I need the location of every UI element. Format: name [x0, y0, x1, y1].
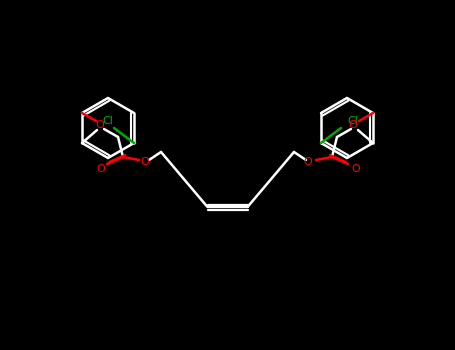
- Text: Cl: Cl: [102, 116, 113, 126]
- Text: Cl: Cl: [348, 116, 359, 126]
- Text: O: O: [303, 157, 312, 167]
- Text: O: O: [352, 164, 360, 174]
- Text: O: O: [96, 164, 106, 174]
- Text: O: O: [96, 120, 104, 130]
- Text: O: O: [141, 157, 149, 167]
- Text: O: O: [349, 120, 357, 130]
